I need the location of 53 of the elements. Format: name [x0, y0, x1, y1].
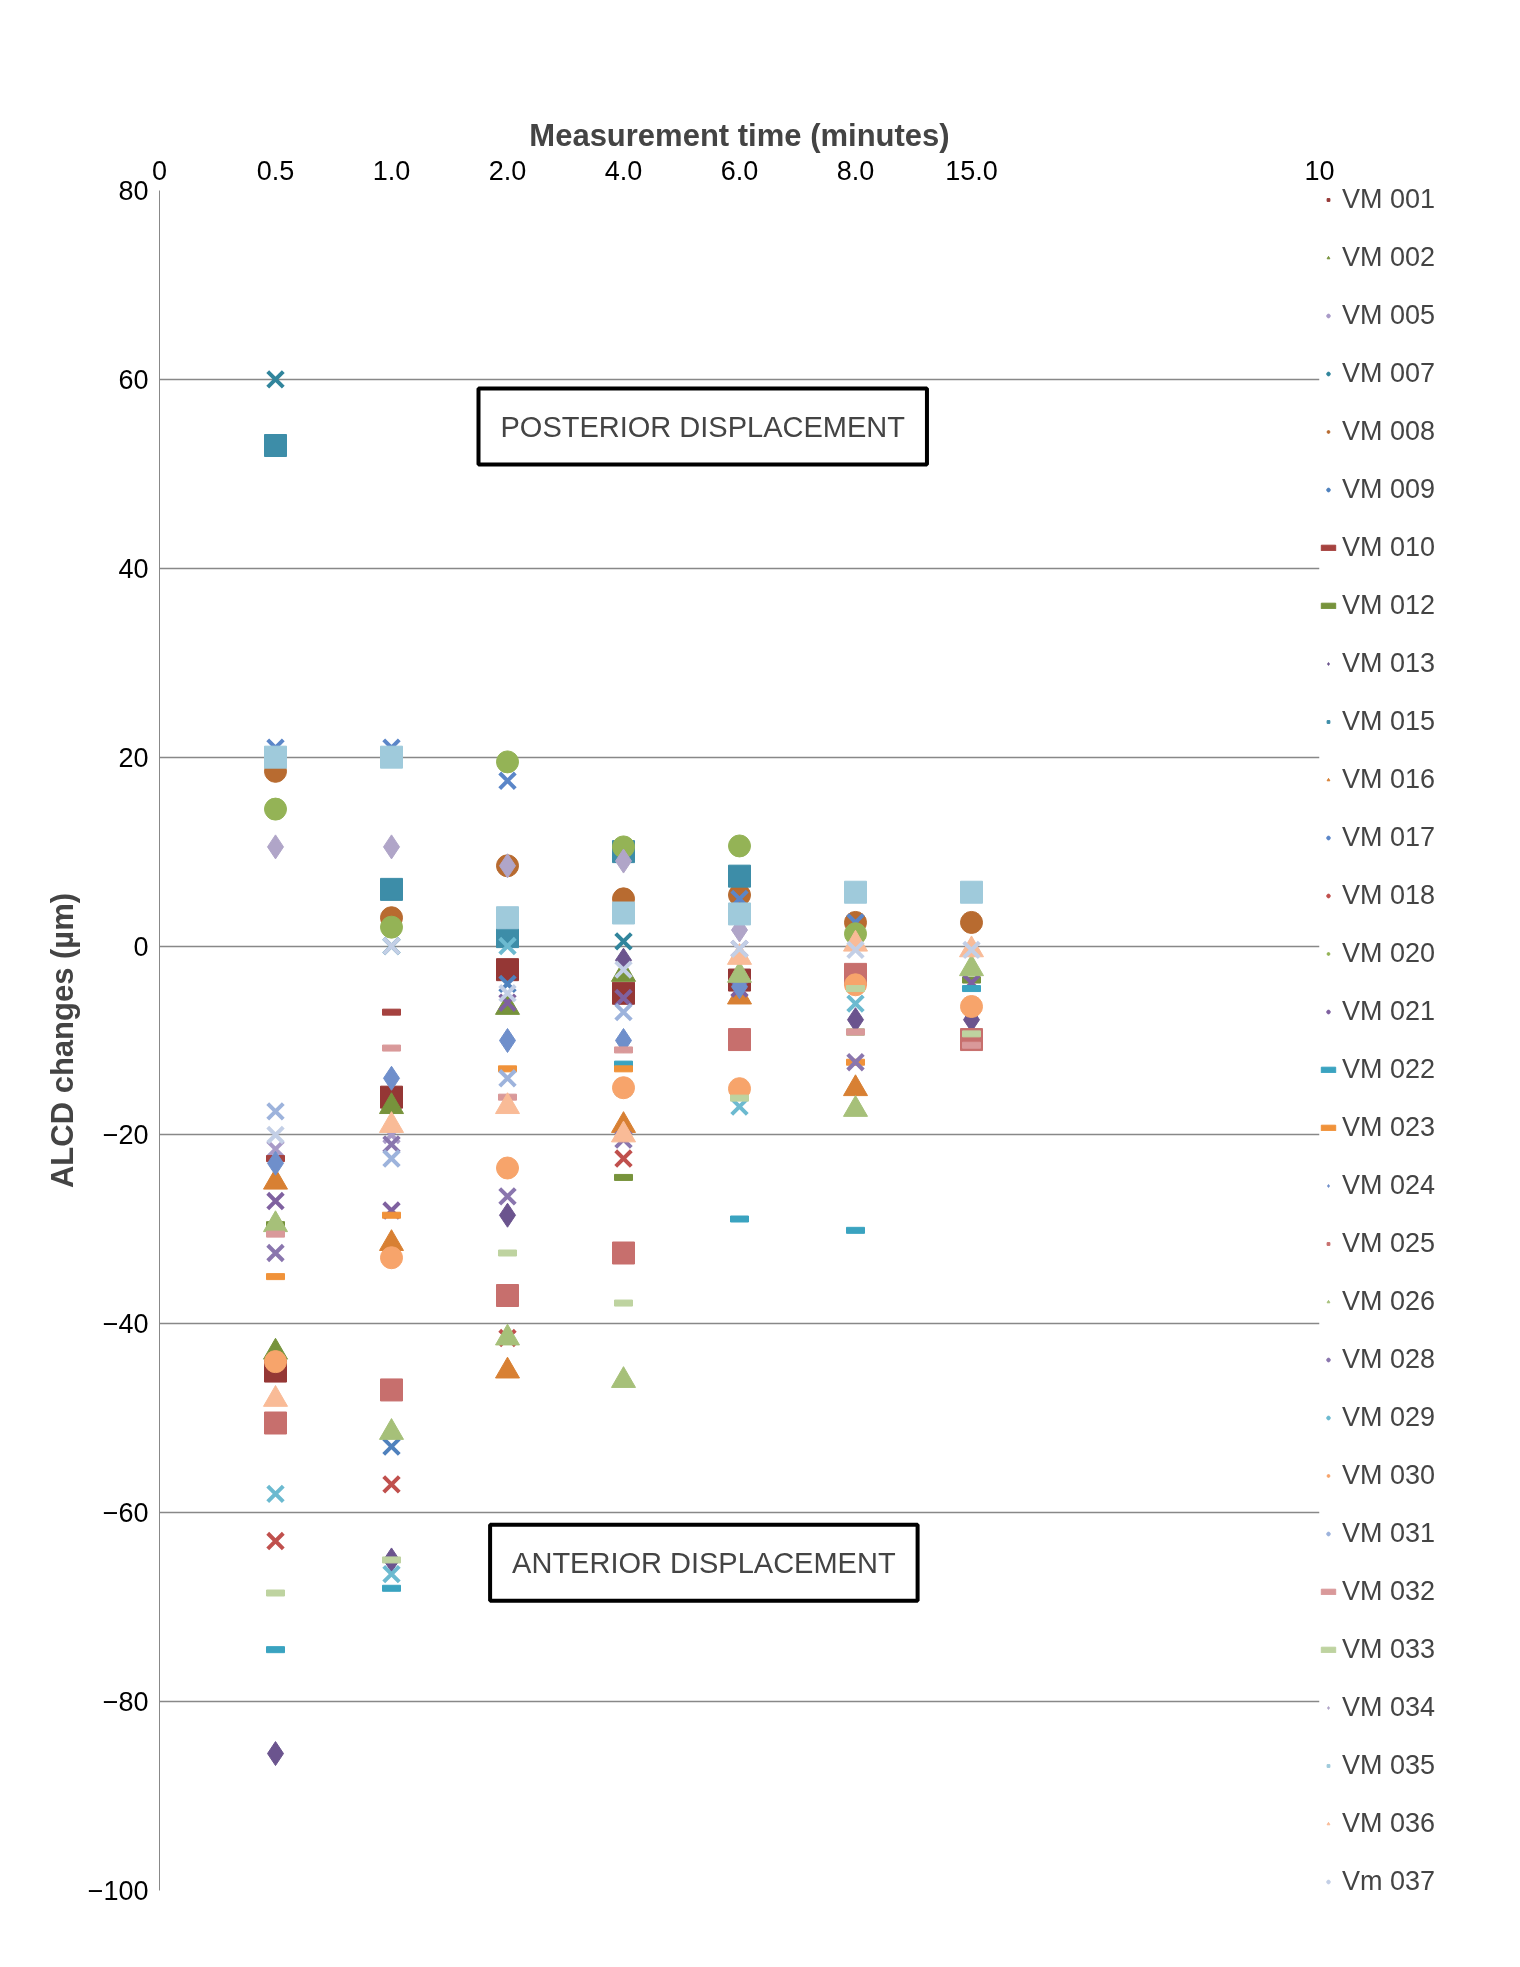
legend-label: VM 010 [1342, 530, 1436, 564]
annotation: POSTERIOR DISPLACEMENT [500, 410, 906, 443]
y-tick-label: −100 [87, 1876, 149, 1906]
legend-label: VM 025 [1342, 1226, 1436, 1260]
text: 10 [1304, 155, 1335, 186]
y-tick-label: −40 [102, 1309, 149, 1340]
x-axis-title: Measurement time (minutes) [529, 117, 950, 153]
legend-label: VM 028 [1342, 1342, 1436, 1376]
x-tick-label: 8.0 [836, 155, 875, 186]
legend-label: VM 023 [1342, 1110, 1436, 1144]
y-axis-title: ALCD changes (µm) [44, 892, 80, 1189]
legend-label: VM 008 [1342, 414, 1436, 448]
y-tick-label: 80 [118, 176, 149, 206]
legend-label: VM 031 [1342, 1516, 1436, 1550]
y-tick-label: 20 [118, 742, 149, 773]
legend-label: VM 020 [1342, 936, 1436, 970]
legend-label: VM 036 [1342, 1806, 1436, 1840]
x-tick-label: 6.0 [720, 155, 759, 186]
y-tick-label: −80 [102, 1687, 149, 1718]
legend-label: VM 007 [1342, 356, 1436, 390]
y-tick-label: −20 [102, 1120, 149, 1151]
legend-label: VM 002 [1342, 240, 1436, 274]
legend-label: VM 017 [1342, 820, 1436, 854]
legend-label: VM 016 [1342, 762, 1436, 796]
legend-label: VM 005 [1342, 298, 1436, 332]
text: 0 [151, 155, 168, 186]
legend-label: VM 012 [1342, 588, 1436, 622]
y-tick-label: 60 [118, 364, 149, 395]
legend-label: VM 035 [1342, 1748, 1436, 1782]
x-tick-label: 15.0 [945, 155, 998, 186]
legend-label: VM 009 [1342, 472, 1436, 506]
legend-label: VM 022 [1342, 1052, 1436, 1086]
legend-label: VM 013 [1342, 646, 1436, 680]
y-tick-label: −60 [102, 1498, 149, 1529]
legend-label: VM 015 [1342, 704, 1436, 738]
x-tick-label: 0.5 [256, 155, 295, 186]
legend-label: VM 001 [1342, 182, 1436, 216]
legend-label: Vm 037 [1342, 1864, 1436, 1898]
legend-label: VM 021 [1342, 994, 1436, 1028]
x-tick-label: 1.0 [372, 155, 411, 186]
y-tick-label: 40 [118, 553, 149, 584]
legend-label: VM 018 [1342, 878, 1436, 912]
legend-label: VM 030 [1342, 1458, 1436, 1492]
legend-label: VM 026 [1342, 1284, 1436, 1318]
x-tick-label: 2.0 [488, 155, 527, 186]
legend-label: VM 033 [1342, 1632, 1436, 1666]
legend-label: VM 032 [1342, 1574, 1436, 1608]
x-tick-label: 4.0 [604, 155, 643, 186]
legend-label: VM 024 [1342, 1168, 1436, 1202]
legend-label: VM 029 [1342, 1400, 1436, 1434]
y-tick-label: 0 [133, 931, 149, 962]
annotation: ANTERIOR DISPLACEMENT [512, 1546, 896, 1579]
legend-label: VM 034 [1342, 1690, 1436, 1724]
